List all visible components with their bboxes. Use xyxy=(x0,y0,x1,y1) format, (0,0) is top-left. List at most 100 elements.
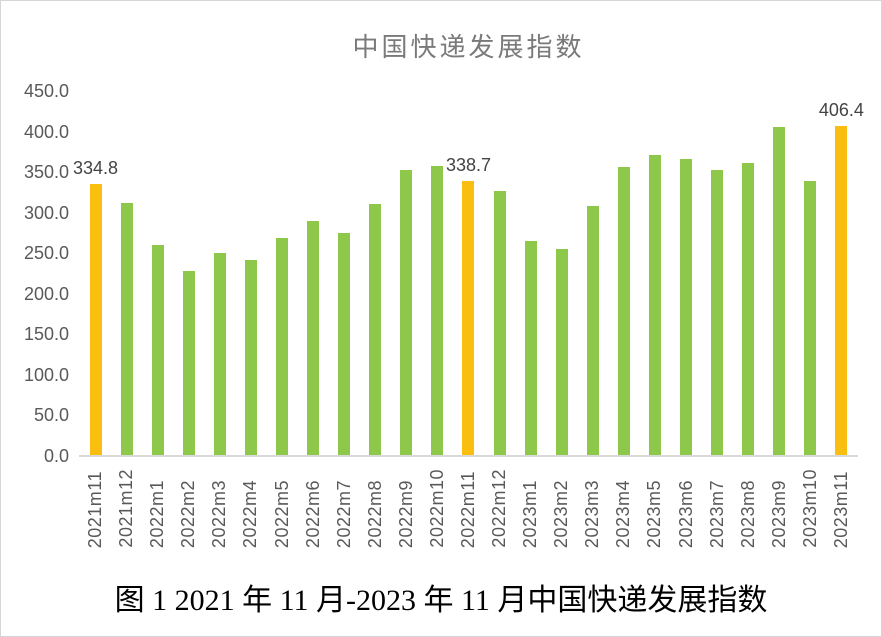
bar-slot: 338.7 xyxy=(446,91,491,456)
x-axis-tick-label: 2022m9 xyxy=(395,479,416,548)
bar-data-label: 338.7 xyxy=(445,155,491,175)
x-axis-tick-label: 2023m10 xyxy=(799,469,820,548)
bar-slot: 406.4 xyxy=(819,91,864,456)
x-axis-tick-label: 2022m5 xyxy=(271,479,292,548)
x-axis-tick-label: 2023m7 xyxy=(706,479,727,548)
x-axis-tick: 2023m8 xyxy=(733,462,764,548)
bar-slot xyxy=(360,91,391,456)
bar-2022m8 xyxy=(369,204,382,456)
x-axis-tick: 2023m3 xyxy=(577,462,608,548)
figure-caption: 图 1 2021 年 11 月-2023 年 11 月中国快递发展指数 xyxy=(114,584,768,617)
bar-2021m12 xyxy=(120,203,133,456)
x-axis-tick: 2022m11 xyxy=(453,462,484,548)
x-axis-tick-label: 2022m10 xyxy=(426,469,447,548)
bar-2023m9 xyxy=(773,127,786,456)
x-axis-tick: 2021m12 xyxy=(111,462,142,548)
y-axis-tick-label: 400.0 xyxy=(23,121,69,142)
bar-slot xyxy=(639,91,670,456)
bar-slot xyxy=(733,91,764,456)
bar-slot xyxy=(608,91,639,456)
bar-slot xyxy=(422,91,453,456)
x-axis-tick: 2023m7 xyxy=(702,462,733,548)
x-axis-tick-label: 2023m8 xyxy=(737,479,758,548)
x-axis-tick-label: 2023m9 xyxy=(768,479,789,548)
x-axis-line xyxy=(79,455,858,457)
y-axis-tick-label: 100.0 xyxy=(23,364,69,385)
bar-2023m10 xyxy=(804,181,817,456)
x-axis-tick-label: 2023m11 xyxy=(830,470,851,548)
bar-slot xyxy=(266,91,297,456)
x-axis-tick-label: 2023m2 xyxy=(551,479,572,548)
bar-2022m2 xyxy=(182,271,195,456)
bar-slot xyxy=(173,91,204,456)
x-axis-tick: 2023m4 xyxy=(608,462,639,548)
x-axis-tick-label: 2022m8 xyxy=(364,479,385,548)
x-axis-tick: 2023m2 xyxy=(546,462,577,548)
bar-2022m1 xyxy=(151,245,164,456)
x-axis-tick: 2022m9 xyxy=(391,462,422,548)
bar-slot xyxy=(546,91,577,456)
x-axis-tick-label: 2023m1 xyxy=(520,479,541,548)
bar-slot xyxy=(484,91,515,456)
bar-slot xyxy=(235,91,266,456)
x-axis-tick-label: 2023m4 xyxy=(613,479,634,548)
y-axis-tick-label: 350.0 xyxy=(23,162,69,183)
x-axis-tick: 2023m1 xyxy=(515,462,546,548)
x-axis-tick-label: 2022m12 xyxy=(489,469,510,548)
bar-slot: 334.8 xyxy=(73,91,118,456)
bar-slot xyxy=(329,91,360,456)
x-axis-tick-label: 2022m11 xyxy=(457,470,478,548)
x-axis-tick: 2022m10 xyxy=(422,462,453,548)
bar-2023m3 xyxy=(586,206,599,456)
x-axis-tick: 2022m6 xyxy=(298,462,329,548)
chart-title: 中国快递发展指数 xyxy=(352,33,585,62)
x-axis-tick-label: 2022m3 xyxy=(209,479,230,548)
bar-2021m11: 334.8 xyxy=(73,158,118,456)
x-axis-tick: 2022m5 xyxy=(266,462,297,548)
x-axis-tick: 2022m8 xyxy=(360,462,391,548)
bar-slot xyxy=(764,91,795,456)
y-axis-tick-label: 300.0 xyxy=(23,202,69,223)
x-axis-tick-label: 2022m6 xyxy=(302,479,323,548)
bar-2022m12 xyxy=(493,191,506,456)
bar-slot xyxy=(577,91,608,456)
bar-slot xyxy=(298,91,329,456)
bar-2022m10 xyxy=(431,166,444,456)
y-axis-tick-label: 0.0 xyxy=(43,446,69,466)
bar-2022m7 xyxy=(338,233,351,456)
x-axis-tick: 2022m1 xyxy=(142,462,173,548)
y-axis-tick-label: 450.0 xyxy=(23,81,69,101)
x-axis-tick-label: 2022m2 xyxy=(178,479,199,548)
x-axis-tick-label: 2022m7 xyxy=(333,479,354,548)
plot-area: 334.8 338.7 406.4 xyxy=(73,91,864,456)
bar-slot xyxy=(142,91,173,456)
x-axis-tick-label: 2021m12 xyxy=(116,469,137,548)
bar-data-label: 334.8 xyxy=(73,158,119,178)
bar-2023m11: 406.4 xyxy=(819,100,864,456)
bar-slot xyxy=(204,91,235,456)
x-axis-tick-label: 2023m5 xyxy=(644,479,665,548)
x-axis-tick: 2022m12 xyxy=(484,462,515,548)
bar-2022m4 xyxy=(244,260,257,456)
x-axis-tick: 2023m11 xyxy=(826,462,857,548)
bar-2023m1 xyxy=(524,241,537,456)
bar-2022m11: 338.7 xyxy=(446,155,491,456)
bar-2023m2 xyxy=(555,249,568,456)
y-axis-tick-label: 150.0 xyxy=(23,324,69,345)
x-axis-tick-label: 2023m6 xyxy=(675,479,696,548)
x-axis: 2021m11 2021m12 2022m1 2022m2 2022m3 2022m4 20… xyxy=(80,462,857,548)
x-axis-tick: 2023m5 xyxy=(639,462,670,548)
x-axis-tick: 2021m11 xyxy=(80,462,111,548)
x-axis-tick: 2022m4 xyxy=(235,462,266,548)
x-axis-tick-label: 2023m3 xyxy=(582,479,603,548)
x-axis-tick: 2023m9 xyxy=(764,462,795,548)
bar-slot xyxy=(702,91,733,456)
x-axis-tick: 2022m3 xyxy=(204,462,235,548)
bar-2023m6 xyxy=(680,159,693,456)
x-axis-tick-label: 2022m1 xyxy=(147,479,168,548)
y-axis-tick-label: 250.0 xyxy=(23,243,69,264)
bar-slot xyxy=(391,91,422,456)
y-axis-tick-label: 50.0 xyxy=(33,405,69,426)
bar-slot xyxy=(670,91,701,456)
